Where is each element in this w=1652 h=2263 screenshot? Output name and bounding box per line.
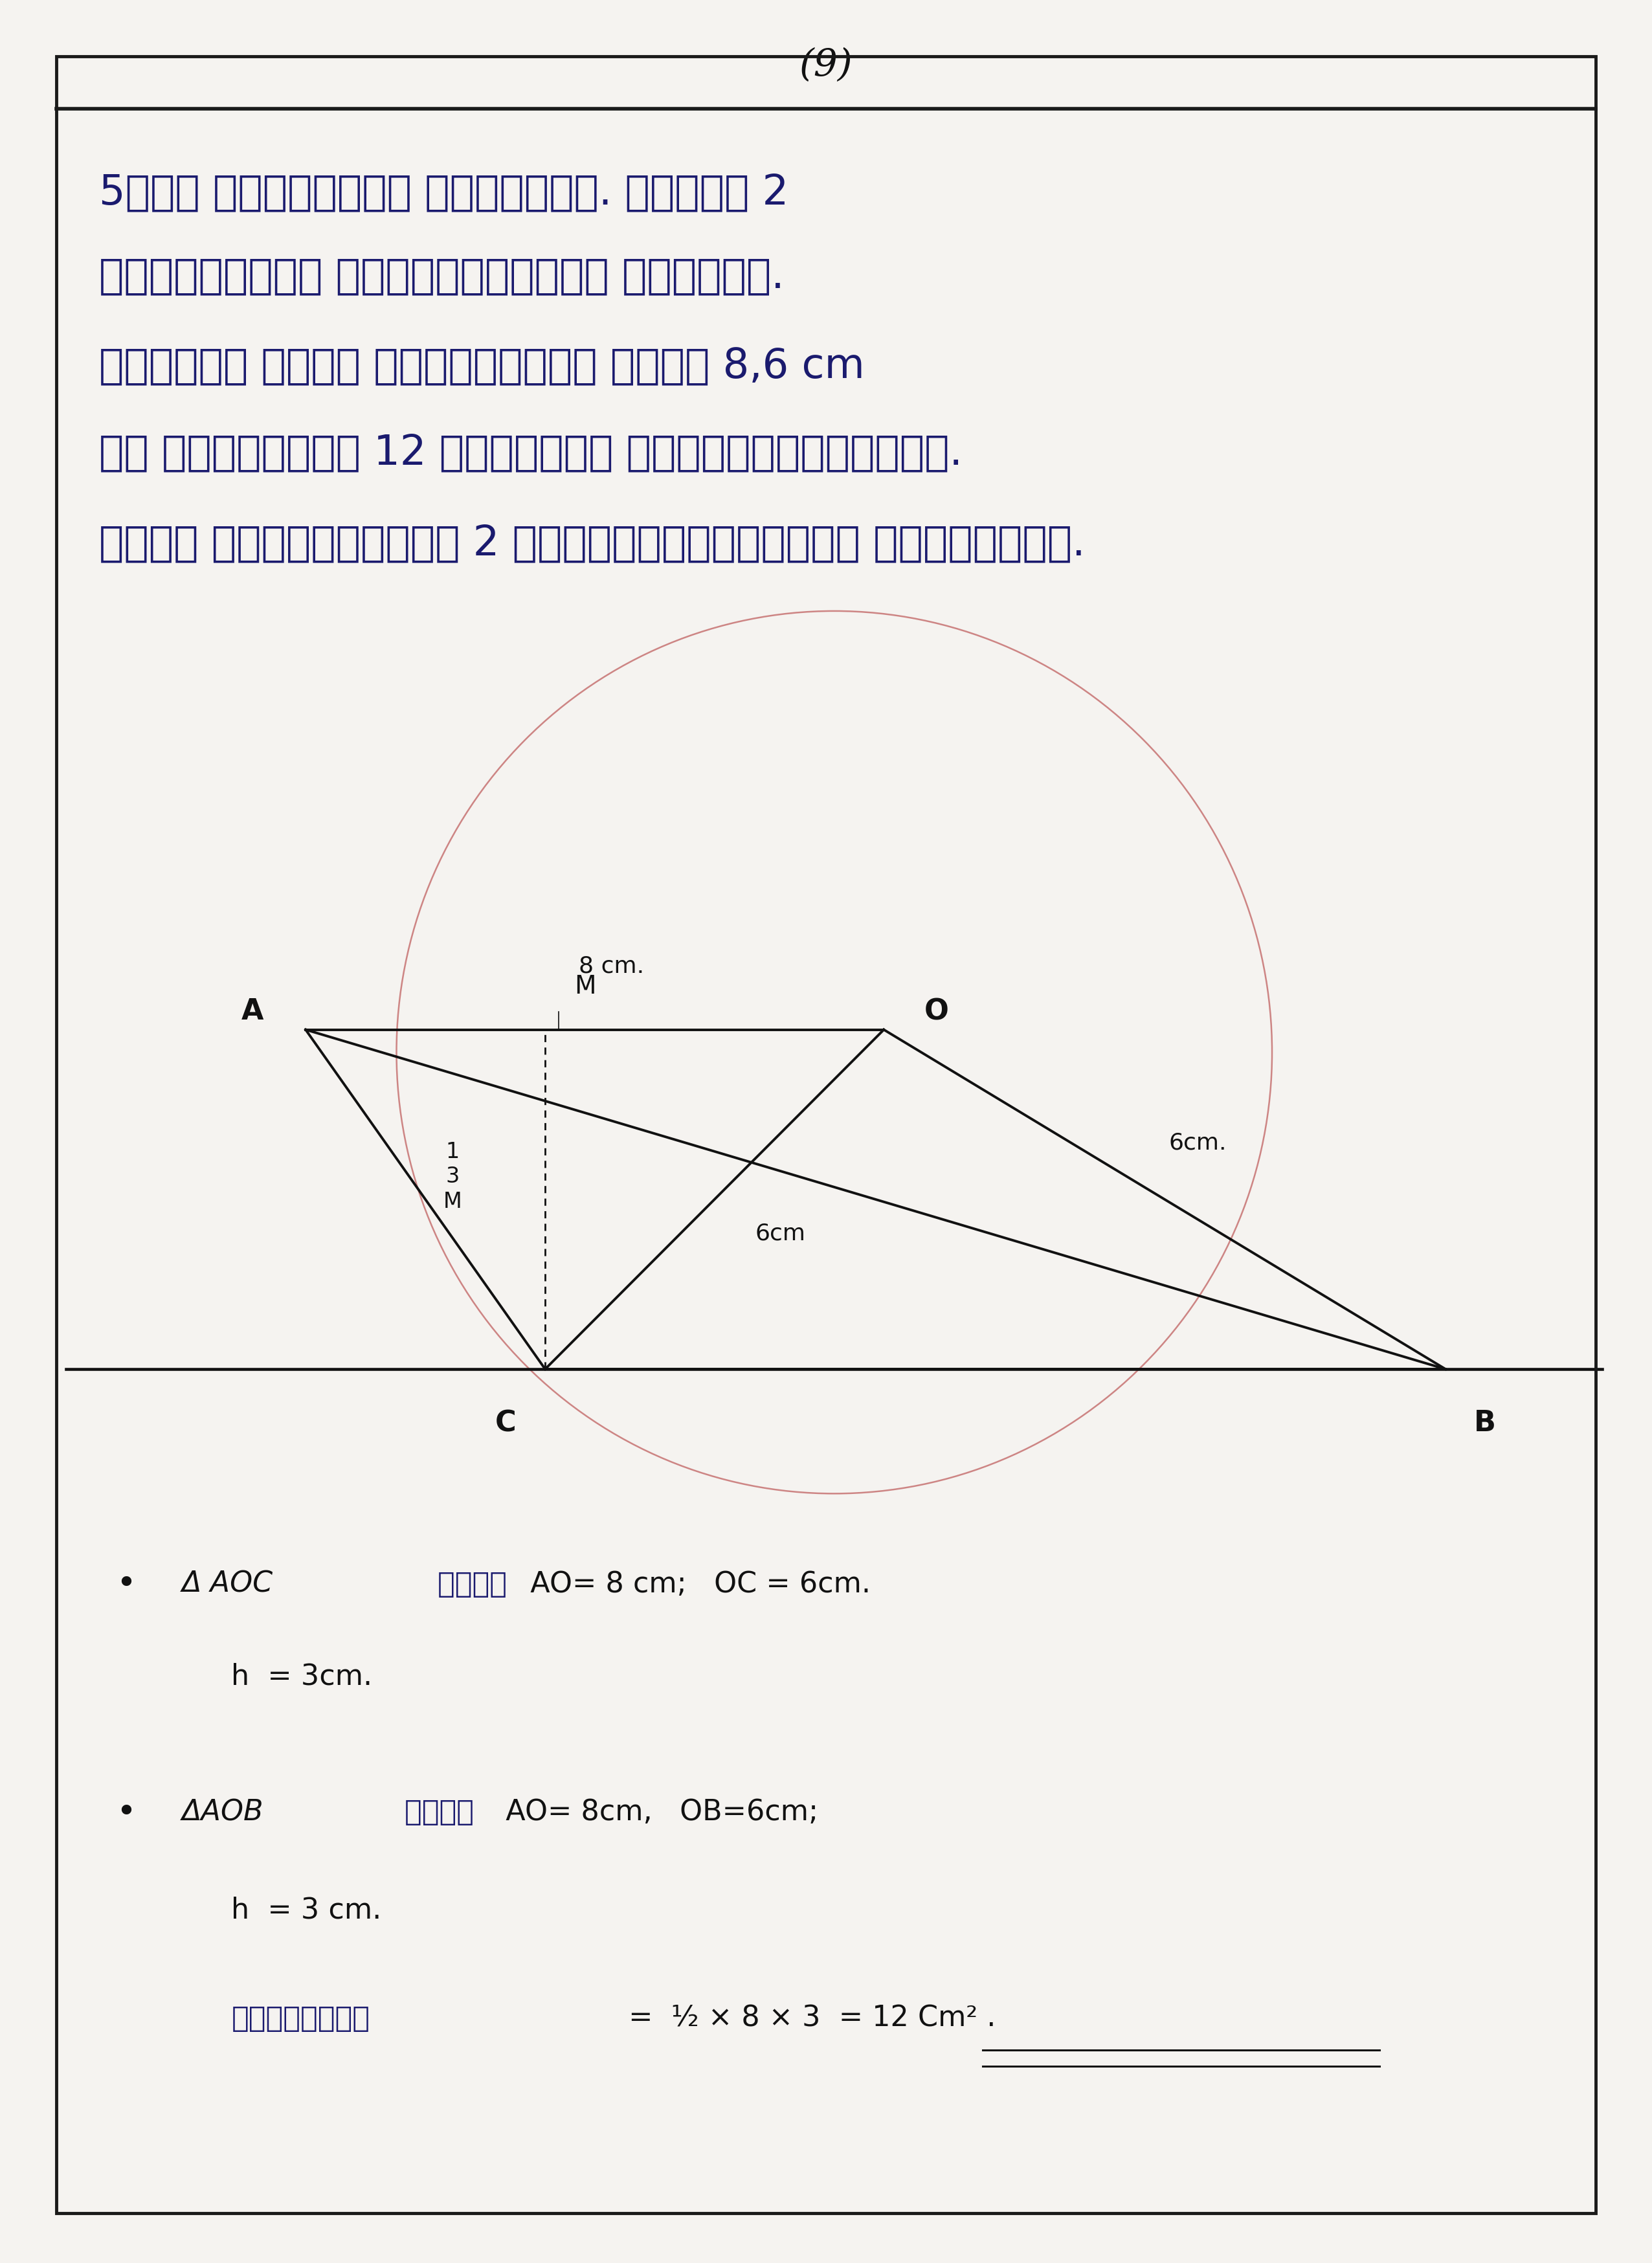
- Text: അണവ് തുല്യമാണ്റ 2 ത്രികോണങ്ങളുടെ വിസ്താരം.: അണവ് തുല്യമാണ്റ 2 ത്രികോണങ്ങളുടെ വിസ്താര…: [99, 523, 1085, 563]
- Text: AO= 8 cm;   OC = 6cm.: AO= 8 cm; OC = 6cm.: [512, 1571, 871, 1598]
- Text: B: B: [1474, 1410, 1497, 1437]
- Text: •: •: [116, 1568, 135, 1600]
- Text: (9): (9): [800, 48, 852, 84]
- Text: A: A: [241, 998, 264, 1025]
- Text: വിസ്താരം: വിസ്താരം: [231, 2005, 370, 2032]
- Text: •: •: [116, 1795, 135, 1829]
- Text: യില്‍: യില്‍: [438, 1571, 507, 1598]
- Text: M: M: [573, 973, 596, 998]
- Text: ആം വിസ്താരം 12 ചതുരശ്ര സെന്റിമീറ്റര്.: ആം വിസ്താരം 12 ചതുരശ്ര സെന്റിമീറ്റര്.: [99, 432, 963, 473]
- Text: 6cm.: 6cm.: [1168, 1132, 1227, 1154]
- Text: =  ½ × 8 × 3  = 12 Cm² .: = ½ × 8 × 3 = 12 Cm² .: [620, 2005, 996, 2032]
- Text: യില്‍: യില്‍: [405, 1799, 474, 1826]
- Text: C: C: [496, 1410, 515, 1437]
- Text: O: O: [925, 998, 948, 1025]
- Text: 1
3
M: 1 3 M: [443, 1141, 463, 1213]
- Text: 8 cm.: 8 cm.: [578, 955, 644, 978]
- Text: AO= 8cm,   OB=6cm;: AO= 8cm, OB=6cm;: [487, 1799, 818, 1826]
- Text: ΔAOB: ΔAOB: [182, 1799, 264, 1826]
- Text: 6cm: 6cm: [755, 1222, 806, 1245]
- Text: 5കയ് ത്രികോണം വരയ്ക്ക. ഇവിടെ 2: 5കയ് ത്രികോണം വരയ്ക്ക. ഇവിടെ 2: [99, 172, 788, 213]
- Text: കോണ്‍കന്റു വരയ്ക്കുന്റ കാര്യം.: കോണ്‍കന്റു വരയ്ക്കുന്റ കാര്യം.: [99, 256, 785, 296]
- Text: അതായത് രംടു വശങ്ങളുടെ നീളം 8,6 cm: അതായത് രംടു വശങ്ങളുടെ നീളം 8,6 cm: [99, 346, 864, 387]
- Text: h  = 3 cm.: h = 3 cm.: [231, 1896, 382, 1924]
- Text: h  = 3cm.: h = 3cm.: [231, 1663, 372, 1690]
- Text: Δ AOC: Δ AOC: [182, 1571, 282, 1598]
